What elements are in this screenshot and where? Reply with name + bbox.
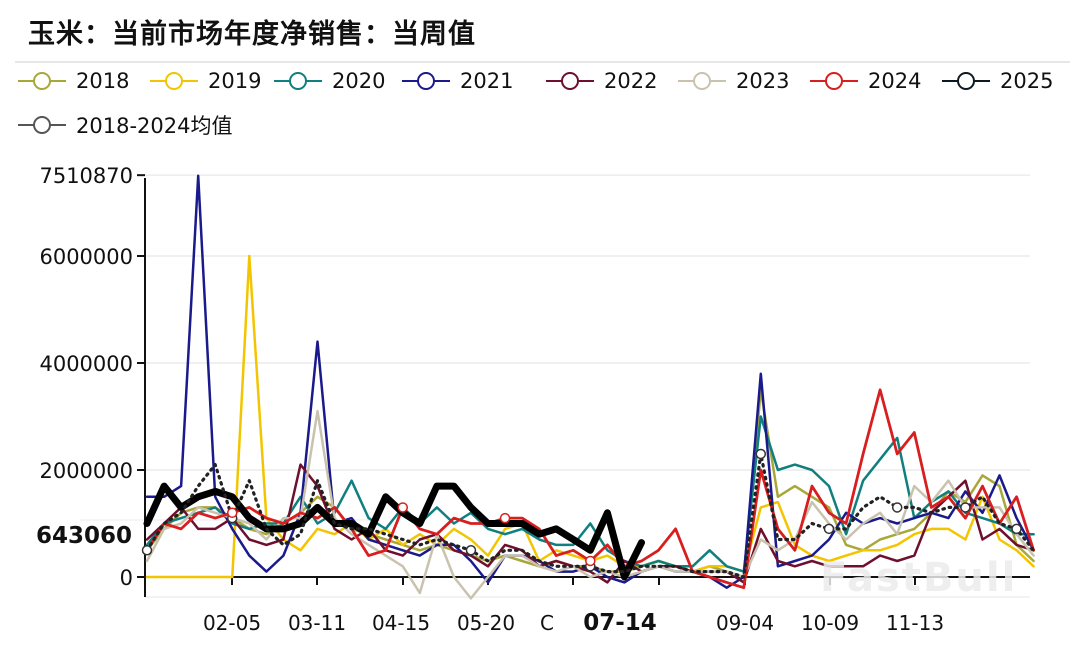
- data-point-marker: [891, 502, 903, 513]
- series-line-2022: [145, 463, 1035, 584]
- x-tick-label: 03-11: [288, 611, 346, 635]
- y-tick-label: 4000000: [39, 352, 133, 376]
- legend-marker-icon: [402, 72, 450, 90]
- legend-marker-icon: [274, 72, 322, 90]
- legend-item-2025[interactable]: 2025: [942, 66, 1053, 96]
- x-tick-label: 11-13: [886, 611, 944, 635]
- data-point-marker: [755, 448, 767, 460]
- data-point-marker: [960, 502, 971, 513]
- legend-item-2024[interactable]: 2024: [810, 66, 921, 96]
- legend-marker-icon: [942, 72, 990, 90]
- legend-marker-icon: [678, 72, 726, 90]
- legend-item-2020[interactable]: 2020: [274, 66, 385, 96]
- legend-item-average[interactable]: 2018-2024均值: [18, 110, 232, 140]
- series-line-2020: [145, 415, 1035, 573]
- chart-title: 玉米：当前市场年度净销售：当周值: [28, 19, 476, 50]
- gridlines: [80, 174, 1030, 598]
- axis-labels: 0 2000000 4000000 6000000 7510870 643060 02-05…: [36, 164, 944, 636]
- legend-marker-icon: [810, 72, 858, 90]
- x-tick-label: 04-15: [372, 611, 430, 635]
- data-point-marker: [397, 502, 408, 513]
- legend-marker-icon: [546, 72, 594, 90]
- legend-label: 2019: [208, 69, 262, 93]
- axes: [137, 174, 1030, 597]
- legend-label: 2023: [736, 69, 790, 93]
- data-point-marker: [499, 512, 511, 524]
- legend-label: 2021: [460, 69, 514, 93]
- legend-label: 2018: [76, 69, 130, 93]
- watermark: FastBull: [820, 555, 1018, 601]
- legend-label: 2020: [332, 69, 386, 93]
- legend-item-2018[interactable]: 2018: [18, 66, 129, 96]
- series-line-2023: [145, 409, 1035, 600]
- y-tick-label: 0: [120, 566, 133, 590]
- y-tick-label: 6000000: [39, 245, 133, 269]
- legend-label: 2025: [1000, 69, 1054, 93]
- data-point-marker: [227, 507, 238, 519]
- data-point-marker: [1011, 523, 1022, 535]
- data-point-marker: [823, 523, 835, 535]
- x-tick-label: 05-20: [457, 611, 515, 635]
- legend-marker-icon: [150, 72, 198, 90]
- legend-marker-icon: [18, 116, 66, 134]
- x-tick-label: 02-05: [203, 611, 261, 635]
- x-tick-label: 09-04: [716, 611, 774, 635]
- data-point-marker: [465, 545, 477, 556]
- legend-marker-icon: [18, 72, 66, 90]
- legend-label: 2018-2024均值: [76, 114, 233, 138]
- legend-item-2022[interactable]: 2022: [546, 66, 657, 96]
- series-lines: [141, 174, 1036, 600]
- current-value-label: 643060: [36, 523, 132, 549]
- series-line-2025: [143, 482, 645, 581]
- x-tick-label: 07-14: [583, 610, 657, 636]
- x-tick-label: C: [540, 611, 554, 635]
- x-tick-label: 10-09: [801, 611, 859, 635]
- y-tick-label: 7510870: [39, 164, 133, 188]
- data-point-marker: [141, 545, 153, 556]
- legend-item-2021[interactable]: 2021: [402, 66, 513, 96]
- data-point-marker: [585, 555, 596, 567]
- title-separator: [15, 61, 1070, 63]
- y-tick-label: 2000000: [39, 459, 133, 483]
- legend-label: 2022: [604, 69, 658, 93]
- legend-label: 2024: [868, 69, 922, 93]
- legend-item-2023[interactable]: 2023: [678, 66, 789, 96]
- legend-item-2019[interactable]: 2019: [150, 66, 261, 96]
